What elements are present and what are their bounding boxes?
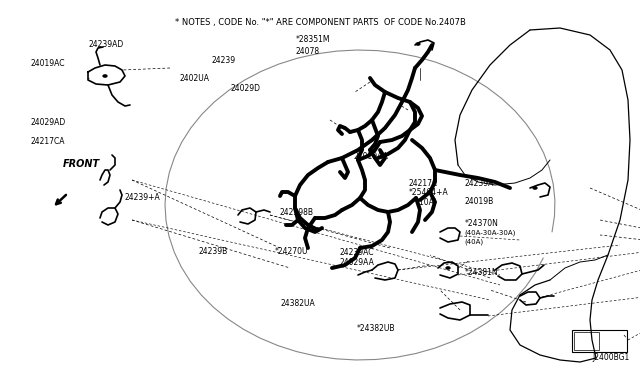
Text: 24029AD: 24029AD	[31, 118, 66, 126]
Text: 24217C: 24217C	[408, 179, 438, 187]
Text: 24217CA: 24217CA	[31, 137, 65, 146]
Bar	[574, 332, 599, 350]
Text: *25464+A: *25464+A	[408, 188, 448, 197]
Text: 24239A: 24239A	[465, 179, 494, 187]
Text: (10A): (10A)	[416, 198, 437, 207]
Text: *28351M: *28351M	[296, 35, 330, 44]
Text: *24270U: *24270U	[275, 247, 308, 256]
Text: *24370N: *24370N	[465, 219, 499, 228]
Text: 24239AD: 24239AD	[88, 40, 124, 49]
Text: 24239AC: 24239AC	[339, 248, 374, 257]
Text: 24019B: 24019B	[465, 197, 494, 206]
Text: 24019AC: 24019AC	[31, 60, 65, 68]
Text: 24382UA: 24382UA	[280, 299, 315, 308]
Circle shape	[416, 43, 420, 45]
Circle shape	[103, 75, 107, 77]
Text: 24239+A: 24239+A	[125, 193, 161, 202]
Text: * NOTES , CODE No. "*" ARE COMPONENT PARTS  OF CODE No.2407B: * NOTES , CODE No. "*" ARE COMPONENT PAR…	[175, 18, 465, 27]
Text: 24019AA: 24019AA	[353, 153, 388, 161]
Text: 24078: 24078	[296, 47, 320, 56]
Text: 24239: 24239	[211, 56, 236, 65]
Text: (40A): (40A)	[465, 238, 484, 245]
Text: (40A-30A-30A): (40A-30A-30A)	[465, 229, 516, 236]
Text: 24029D: 24029D	[230, 84, 260, 93]
Text: J2400BG1: J2400BG1	[593, 353, 630, 362]
Text: *24381N: *24381N	[465, 268, 499, 277]
Circle shape	[533, 187, 537, 189]
Text: 24239B: 24239B	[198, 247, 228, 256]
Text: 24029AA: 24029AA	[339, 258, 374, 267]
Bar	[572, 330, 627, 352]
Text: 2402UA: 2402UA	[179, 74, 209, 83]
Circle shape	[446, 267, 450, 269]
Text: FRONT: FRONT	[63, 160, 100, 169]
Text: 242398B: 242398B	[279, 208, 313, 217]
Text: *24382UB: *24382UB	[357, 324, 396, 333]
